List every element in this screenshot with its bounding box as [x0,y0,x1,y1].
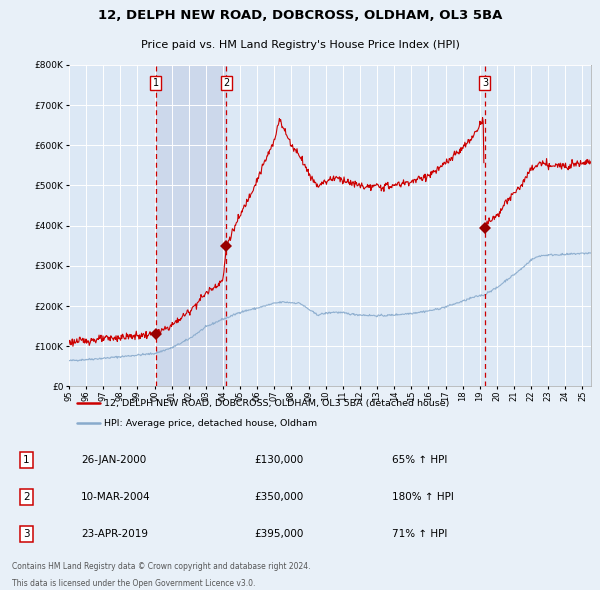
Text: £350,000: £350,000 [254,492,303,502]
Text: 12, DELPH NEW ROAD, DOBCROSS, OLDHAM, OL3 5BA (detached house): 12, DELPH NEW ROAD, DOBCROSS, OLDHAM, OL… [104,399,450,408]
Bar [156,65,226,386]
Text: 26-JAN-2000: 26-JAN-2000 [81,455,146,466]
Text: Price paid vs. HM Land Registry's House Price Index (HPI): Price paid vs. HM Land Registry's House … [140,40,460,50]
Text: Contains HM Land Registry data © Crown copyright and database right 2024.: Contains HM Land Registry data © Crown c… [12,562,311,571]
Text: 23-APR-2019: 23-APR-2019 [81,529,148,539]
Text: 3: 3 [23,529,30,539]
Text: 12, DELPH NEW ROAD, DOBCROSS, OLDHAM, OL3 5BA: 12, DELPH NEW ROAD, DOBCROSS, OLDHAM, OL… [98,9,502,22]
Text: £395,000: £395,000 [254,529,303,539]
Text: 1: 1 [23,455,30,466]
Text: 2: 2 [223,78,230,88]
Text: 2: 2 [23,492,30,502]
Text: 71% ↑ HPI: 71% ↑ HPI [392,529,448,539]
Text: 3: 3 [482,78,488,88]
Text: HPI: Average price, detached house, Oldham: HPI: Average price, detached house, Oldh… [104,418,317,428]
Text: 65% ↑ HPI: 65% ↑ HPI [392,455,448,466]
Text: This data is licensed under the Open Government Licence v3.0.: This data is licensed under the Open Gov… [12,579,256,588]
Text: 1: 1 [153,78,159,88]
Text: 10-MAR-2004: 10-MAR-2004 [81,492,151,502]
Text: £130,000: £130,000 [254,455,303,466]
Text: 180% ↑ HPI: 180% ↑ HPI [392,492,454,502]
